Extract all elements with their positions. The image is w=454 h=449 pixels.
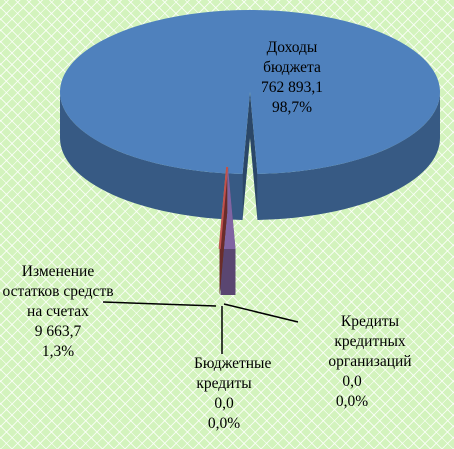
data-label: Кредиты кредитных организаций 0,0 0,0% [292,312,412,412]
label-name: Доходы бюджета [263,39,321,76]
pie-slices [59,10,440,296]
data-label: Бюджетные кредиты 0,0 0,0% [176,354,272,434]
data-label: Изменение остатков средств на счетах 9 66… [2,262,114,362]
leader-line [223,303,299,323]
label-value: 0,0 [214,395,234,412]
label-percent: 1,3% [41,343,75,360]
slice-wall [219,166,228,295]
slice-side [220,248,236,296]
label-value: 762 893,1 [261,79,323,96]
label-name: Бюджетные кредиты [194,355,272,392]
leader-line [102,301,217,307]
label-percent: 98,7% [271,99,313,116]
label-percent: 0,0% [335,393,369,410]
data-label: Доходы бюджета 762 893,1 98,7% [232,38,352,118]
slice [60,10,440,174]
slice-wall [242,92,250,220]
label-value: 9 663,7 [34,323,82,340]
label-value: 0,0 [342,373,362,390]
label-name: Кредиты кредитных организаций [328,313,412,370]
slice-side [59,92,243,220]
slice-wall [250,92,258,220]
slice [218,166,229,249]
slice-side [257,92,440,220]
label-percent: 0,0% [207,415,241,432]
label-name: Изменение остатков средств на счетах [2,263,114,320]
